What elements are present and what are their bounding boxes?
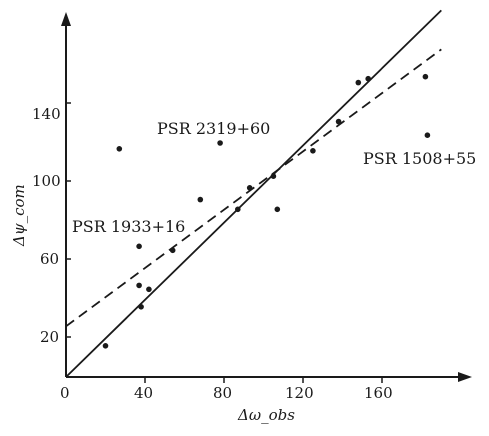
y-tick-label-100: 100 xyxy=(32,172,61,190)
x-tick-label-120: 120 xyxy=(285,384,314,402)
annotation-psr-1933: PSR 1933+16 xyxy=(72,217,185,236)
annotation-psr-1508: PSR 1508+55 xyxy=(363,149,476,168)
data-point-0 xyxy=(102,343,109,349)
data-point-5 xyxy=(146,286,152,293)
data-points xyxy=(102,73,431,349)
data-point-18 xyxy=(424,132,431,138)
data-point-9 xyxy=(235,206,241,213)
y-tick-marks xyxy=(66,102,71,338)
data-point-16 xyxy=(365,75,372,82)
data-point-10 xyxy=(246,185,253,191)
x-axis-title: Δω_obs xyxy=(237,406,295,424)
x-axis-arrow xyxy=(458,372,472,382)
y-tick-label-20: 20 xyxy=(40,328,59,346)
data-point-1 xyxy=(116,146,123,152)
x-tick-label-0: 0 xyxy=(60,384,70,402)
solid-fit-line xyxy=(65,9,442,378)
data-point-2 xyxy=(136,243,142,250)
data-point-3 xyxy=(136,282,142,289)
y-tick-label-140: 140 xyxy=(32,105,61,123)
data-point-11 xyxy=(270,173,277,179)
dashed-fit-line xyxy=(65,48,442,328)
x-tick-label-40: 40 xyxy=(134,384,153,402)
data-point-4 xyxy=(138,304,144,310)
data-point-8 xyxy=(217,140,223,146)
data-point-6 xyxy=(169,247,176,254)
y-axis-title: Δψ_com xyxy=(10,184,28,247)
y-axis-arrow xyxy=(61,12,71,26)
data-point-12 xyxy=(274,206,281,213)
data-point-13 xyxy=(310,148,316,154)
annotation-psr-2319: PSR 2319+60 xyxy=(157,119,270,138)
data-point-14 xyxy=(335,118,342,125)
x-tick-marks xyxy=(144,377,383,383)
x-tick-label-160: 160 xyxy=(364,384,393,402)
data-point-17 xyxy=(422,73,429,80)
data-point-7 xyxy=(197,196,204,203)
data-point-15 xyxy=(355,79,362,86)
y-tick-label-60: 60 xyxy=(40,250,59,268)
x-tick-label-80: 80 xyxy=(213,384,232,402)
